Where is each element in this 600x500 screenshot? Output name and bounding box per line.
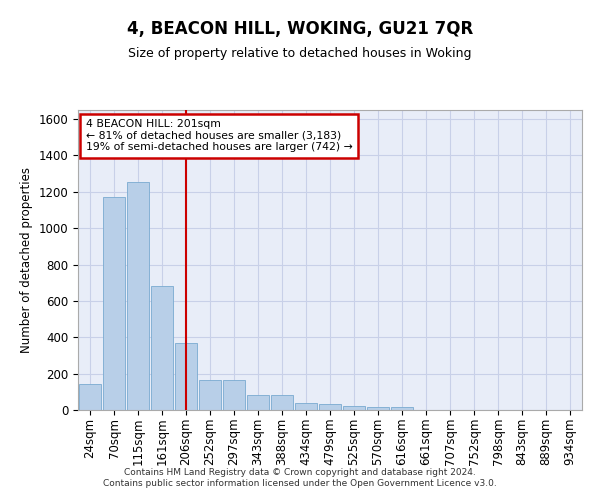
Bar <box>271 394 293 410</box>
Bar <box>175 342 197 410</box>
Text: Contains HM Land Registry data © Crown copyright and database right 2024.
Contai: Contains HM Land Registry data © Crown c… <box>103 468 497 487</box>
Bar <box>247 394 269 410</box>
Text: Size of property relative to detached houses in Woking: Size of property relative to detached ho… <box>128 48 472 60</box>
Bar <box>343 406 365 410</box>
Bar <box>199 380 221 410</box>
Text: 4, BEACON HILL, WOKING, GU21 7QR: 4, BEACON HILL, WOKING, GU21 7QR <box>127 20 473 38</box>
Bar <box>151 286 173 410</box>
Text: 4 BEACON HILL: 201sqm
← 81% of detached houses are smaller (3,183)
19% of semi-d: 4 BEACON HILL: 201sqm ← 81% of detached … <box>86 119 352 152</box>
Bar <box>127 182 149 410</box>
Bar <box>295 403 317 410</box>
Bar <box>319 404 341 410</box>
Bar <box>367 406 389 410</box>
Bar <box>103 198 125 410</box>
Bar <box>79 384 101 410</box>
Bar <box>223 380 245 410</box>
Bar <box>391 408 413 410</box>
Y-axis label: Number of detached properties: Number of detached properties <box>20 167 33 353</box>
